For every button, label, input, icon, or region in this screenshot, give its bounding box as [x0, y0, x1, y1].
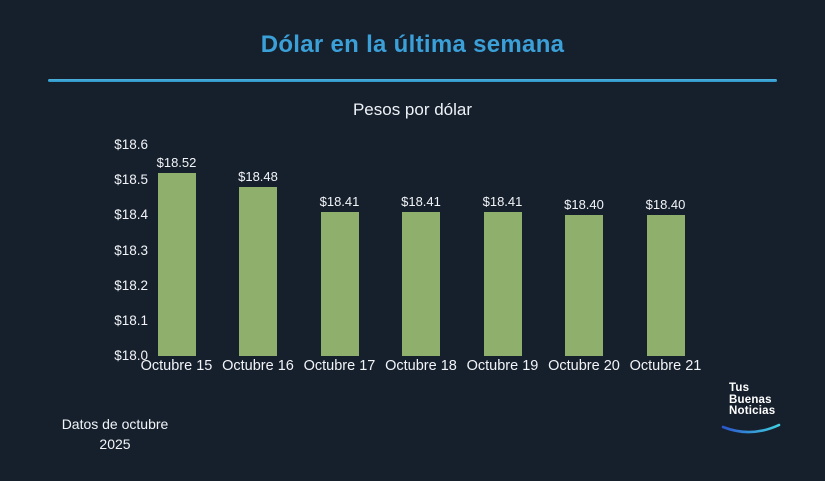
y-axis-tick-label: $18.3	[114, 242, 148, 258]
x-axis-label: Octubre 17	[303, 358, 376, 374]
source-note: Datos de octubre 2025	[34, 414, 196, 454]
y-axis-tick-label: $18.2	[114, 277, 148, 293]
title-divider-line	[48, 79, 777, 82]
x-axis-label: Octubre 18	[385, 358, 457, 374]
logo-swoosh-icon	[721, 423, 781, 434]
bar-value-label: $18.48	[238, 169, 278, 185]
logo-text-line1: Tus	[729, 382, 750, 394]
bar-value-label: $18.40	[645, 197, 686, 213]
x-axis-label: Octubre 16	[222, 358, 294, 374]
bar	[157, 173, 196, 356]
bar-value-label: $18.40	[564, 197, 604, 213]
x-axis-label: Octubre 19	[466, 358, 539, 374]
y-axis-tick-label: $18.6	[114, 137, 148, 152]
bar	[239, 187, 277, 356]
bar	[402, 211, 440, 356]
bar	[565, 215, 603, 356]
y-axis-tick-label: $18.5	[114, 172, 148, 188]
bar-value-label: $18.41	[482, 193, 523, 209]
y-axis-tick-label: $18.0	[114, 348, 148, 363]
tus-buenas-noticias-logo: Tus Buenas Noticias	[721, 382, 781, 434]
x-axis-label: Octubre 20	[548, 358, 620, 374]
source-note-line2: 2025	[99, 436, 131, 452]
x-axis-label: Octubre 21	[629, 358, 702, 374]
bar-value-label: $18.41	[401, 193, 441, 209]
logo-text-line2: Buenas	[729, 393, 772, 406]
y-axis-tick-label: $18.1	[114, 312, 148, 328]
chart-title: Dólar en la última semana	[260, 31, 565, 58]
bar	[483, 211, 522, 356]
bar-value-label: $18.41	[319, 193, 360, 209]
source-note-line1: Datos de octubre	[61, 416, 169, 432]
logo-text-line3: Noticias	[729, 405, 776, 417]
chart-subtitle: Pesos por dólar	[352, 100, 473, 119]
bar-value-label: $18.52	[156, 155, 197, 171]
x-axis-label: Octubre 15	[140, 358, 213, 374]
bar	[646, 215, 685, 356]
bar	[320, 211, 359, 356]
y-axis-tick-label: $18.4	[114, 207, 148, 223]
